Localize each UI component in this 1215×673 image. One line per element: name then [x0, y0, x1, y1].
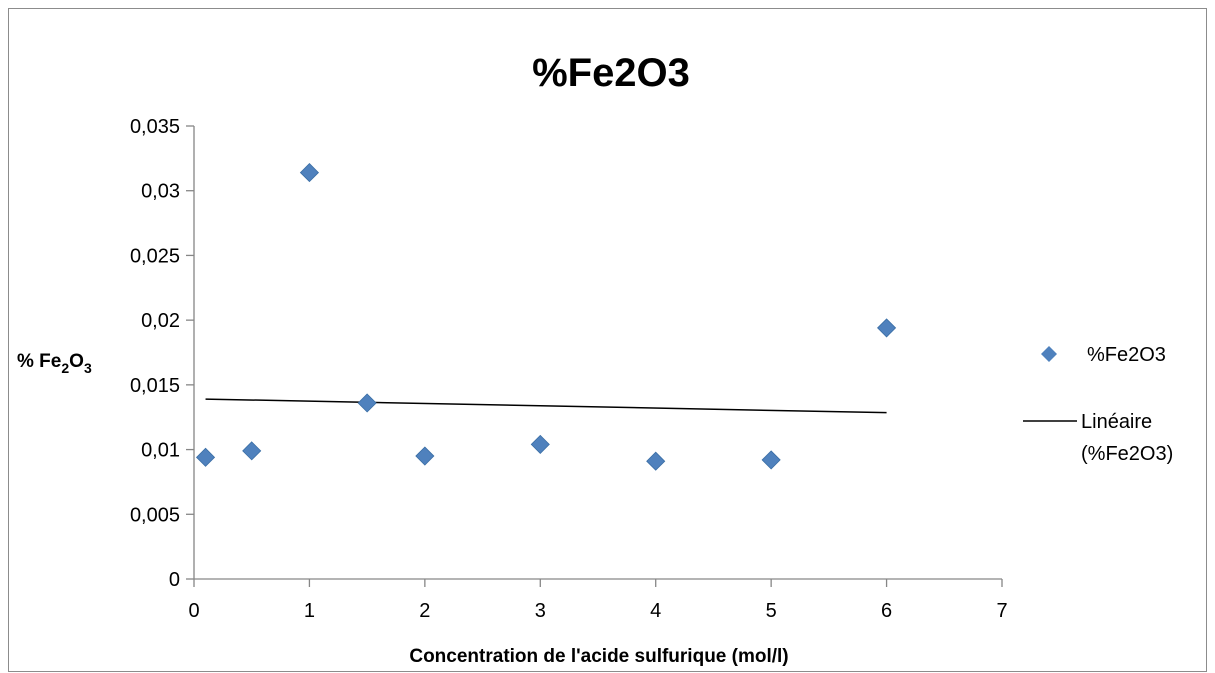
y-title-prefix: % Fe — [17, 351, 61, 372]
y-axis-ticks: 0 0,005 0,01 0,015 0,02 0,025 0,03 0,035 — [130, 116, 194, 591]
y-tick-label: 0,035 — [130, 116, 180, 138]
data-point-diamond — [761, 450, 781, 470]
x-axis-title: Concentration de l'acide sulfurique (mol… — [409, 646, 788, 667]
y-tick-label: 0 — [169, 569, 180, 591]
y-tick-label: 0,02 — [141, 310, 180, 332]
chart-axes — [193, 126, 1002, 580]
data-point-diamond — [877, 318, 897, 338]
trendline — [205, 398, 887, 414]
y-tick-label: 0,025 — [130, 245, 180, 267]
x-tick-label: 3 — [535, 600, 546, 622]
y-axis-title: % Fe2O3 — [17, 351, 92, 376]
y-tick-label: 0,01 — [141, 440, 180, 462]
x-tick-label: 1 — [304, 600, 315, 622]
chart-title: %Fe2O3 — [532, 51, 690, 95]
data-point-diamond — [357, 393, 377, 413]
data-point-diamond — [646, 451, 666, 471]
x-axis-ticks: 0 1 2 3 4 5 6 7 — [188, 579, 1008, 622]
y-title-mid: O — [69, 351, 84, 372]
data-points — [195, 163, 897, 471]
y-title-sub2: 3 — [84, 360, 92, 376]
x-tick-label: 5 — [766, 600, 777, 622]
y-tick-label: 0,03 — [141, 181, 180, 203]
x-tick-label: 6 — [881, 600, 892, 622]
data-point-diamond — [195, 447, 216, 467]
legend-trendline-label-2: (%Fe2O3) — [1081, 443, 1173, 465]
data-point-diamond — [299, 163, 319, 183]
legend-series-label: %Fe2O3 — [1087, 344, 1166, 366]
legend-trendline-label-1: Linéaire — [1081, 411, 1152, 433]
y-tick-label: 0,005 — [130, 504, 180, 526]
data-point-diamond — [242, 441, 262, 461]
legend-marker-diamond — [1041, 346, 1057, 362]
y-title-sub1: 2 — [61, 360, 69, 376]
legend: %Fe2O3 Linéaire (%Fe2O3) — [1023, 344, 1173, 465]
trendline-group — [205, 398, 887, 414]
data-point-diamond — [530, 434, 550, 454]
x-tick-label: 7 — [996, 600, 1007, 622]
x-tick-label: 4 — [650, 600, 661, 622]
x-tick-label: 2 — [419, 600, 430, 622]
y-tick-label: 0,015 — [130, 375, 180, 397]
data-point-diamond — [415, 446, 435, 466]
x-tick-label: 0 — [188, 600, 199, 622]
chart-svg: %Fe2O3 0 0,005 0,01 0,015 0,02 0,025 0,03 0,035… — [17, 51, 1173, 667]
chart-frame: %Fe2O3 0 0,005 0,01 0,015 0,02 0,025 0,03 0,035… — [8, 8, 1207, 672]
